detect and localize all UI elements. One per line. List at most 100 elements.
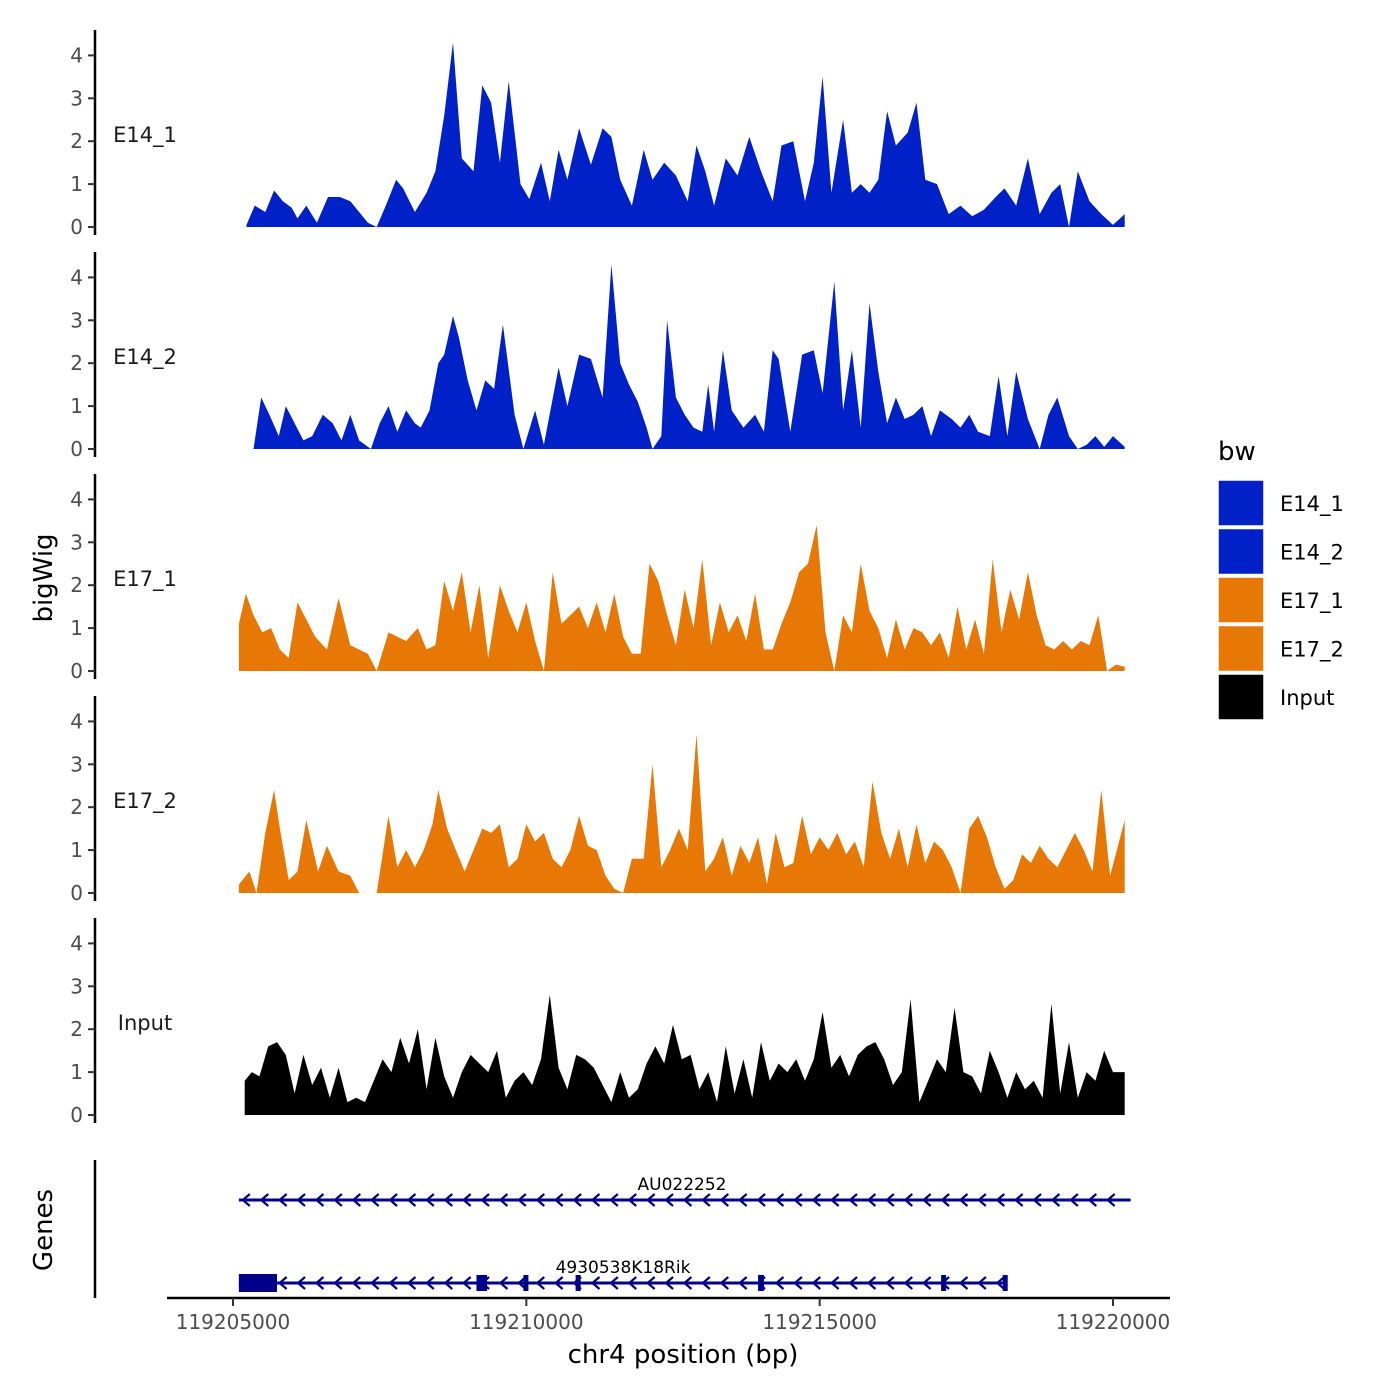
y-tick-label: 3 xyxy=(70,974,83,998)
legend-label: E14_2 xyxy=(1280,541,1344,566)
strand-arrow xyxy=(682,1193,693,1207)
y-tick-label: 3 xyxy=(70,308,83,332)
y-tick-label: 4 xyxy=(70,931,83,955)
strand-arrow xyxy=(977,1276,987,1290)
y-tick-label: 1 xyxy=(70,1060,83,1084)
strand-arrow xyxy=(1013,1193,1024,1207)
strand-arrow xyxy=(553,1276,564,1290)
strand-arrow xyxy=(553,1193,564,1207)
strand-arrow xyxy=(351,1276,361,1290)
y-tick-label: 4 xyxy=(70,265,83,289)
strand-arrow xyxy=(333,1193,343,1207)
strand-arrow xyxy=(259,1193,269,1207)
signal-area-e14_1 xyxy=(246,42,1125,227)
y-tick-label: 0 xyxy=(70,881,83,905)
strand-arrow xyxy=(1105,1193,1116,1207)
strand-arrow xyxy=(811,1276,821,1290)
y-axis-title-group: bigWig Genes xyxy=(29,533,59,1271)
track-label: E17_2 xyxy=(113,789,177,814)
y-tick-label: 1 xyxy=(70,616,83,640)
legend-entry-input: Input xyxy=(1217,673,1334,721)
legend-entry-e14_2: E14_2 xyxy=(1217,527,1344,576)
strand-arrow xyxy=(388,1193,398,1207)
track-e14_1: 0 1 2 3 4 E14_1 xyxy=(70,30,1125,239)
strand-arrow xyxy=(903,1193,913,1207)
strand-arrow xyxy=(977,1193,987,1207)
track-e17_1: 0 1 2 3 4 E17_1 xyxy=(70,474,1125,683)
strand-arrow xyxy=(737,1276,748,1290)
gene-au022252: AU022252 xyxy=(238,1175,1131,1207)
signal-area-e17_2 xyxy=(238,734,1125,893)
exon xyxy=(758,1275,764,1291)
exon xyxy=(476,1275,488,1291)
strand-arrow xyxy=(517,1193,527,1207)
gene-label: AU022252 xyxy=(638,1175,727,1195)
strand-arrow xyxy=(995,1276,1005,1290)
legend-label: E17_1 xyxy=(1280,589,1344,614)
strand-arrow xyxy=(425,1276,435,1290)
strand-arrow xyxy=(866,1193,877,1207)
y-tick-label: 1 xyxy=(70,172,83,196)
track-e14_2: 0 1 2 3 4 E14_2 xyxy=(70,252,1125,461)
strand-arrow xyxy=(664,1193,674,1207)
strand-arrow xyxy=(406,1276,417,1290)
exon xyxy=(238,1274,277,1292)
strand-arrow xyxy=(645,1276,656,1290)
y-tick-label: 3 xyxy=(70,86,83,110)
strand-arrow xyxy=(1069,1193,1079,1207)
strand-arrow xyxy=(701,1193,711,1207)
x-axis-title: chr4 position (bp) xyxy=(568,1340,799,1370)
y-tick-label: 1 xyxy=(70,394,83,418)
strand-arrow xyxy=(701,1276,711,1290)
strand-arrow xyxy=(664,1276,674,1290)
y-tick-label: 2 xyxy=(70,573,83,597)
exon xyxy=(523,1275,529,1291)
gene-track: AU022252 4930538K18Rik xyxy=(93,1160,1131,1298)
y-tick-label: 2 xyxy=(70,351,83,375)
strand-arrow xyxy=(627,1193,637,1207)
strand-arrow xyxy=(369,1276,380,1290)
strand-arrow xyxy=(314,1276,325,1290)
strand-arrow xyxy=(535,1276,545,1290)
strand-arrow xyxy=(829,1276,840,1290)
strand-arrow xyxy=(737,1193,748,1207)
strand-arrow xyxy=(866,1276,877,1290)
track-label: E17_1 xyxy=(113,567,177,592)
y-tick-label: 4 xyxy=(70,709,83,733)
strand-arrow xyxy=(719,1276,729,1290)
y-tick-label: 0 xyxy=(70,1103,83,1127)
strand-arrow xyxy=(995,1193,1005,1207)
strand-arrow xyxy=(314,1193,325,1207)
strand-arrow xyxy=(885,1193,895,1207)
genes-axis-title: Genes xyxy=(29,1189,59,1271)
gene-4930538k18rik: 4930538K18Rik xyxy=(238,1258,1008,1292)
exon xyxy=(575,1275,581,1291)
y-tick-label: 2 xyxy=(70,1017,83,1041)
gene-label: 4930538K18Rik xyxy=(556,1258,691,1278)
strand-arrow xyxy=(793,1276,803,1290)
x-tick-label: 119210000 xyxy=(469,1310,584,1334)
strand-arrow xyxy=(885,1276,895,1290)
y-tick-label: 0 xyxy=(70,215,83,239)
legend-swatch xyxy=(1217,576,1265,624)
strand-arrow xyxy=(498,1276,509,1290)
legend-entry-e17_2: E17_2 xyxy=(1217,624,1344,673)
x-tick-label: 119220000 xyxy=(1056,1310,1171,1334)
legend-swatch xyxy=(1217,624,1265,673)
strand-arrow xyxy=(774,1276,785,1290)
strand-arrow xyxy=(572,1193,582,1207)
strand-arrow xyxy=(903,1276,913,1290)
y-axis-title: bigWig xyxy=(29,533,59,622)
strand-arrow xyxy=(774,1193,785,1207)
strand-arrow xyxy=(461,1193,472,1207)
strand-arrow xyxy=(627,1276,637,1290)
legend-label: E17_2 xyxy=(1280,638,1344,663)
y-tick-label: 4 xyxy=(70,43,83,67)
legend-label: Input xyxy=(1280,686,1334,710)
strand-arrow xyxy=(793,1193,803,1207)
track-label: E14_1 xyxy=(113,123,177,148)
strand-arrow xyxy=(241,1193,251,1207)
signal-area-e17_1 xyxy=(238,525,1125,671)
strand-arrow xyxy=(645,1193,656,1207)
strand-arrow xyxy=(425,1193,435,1207)
